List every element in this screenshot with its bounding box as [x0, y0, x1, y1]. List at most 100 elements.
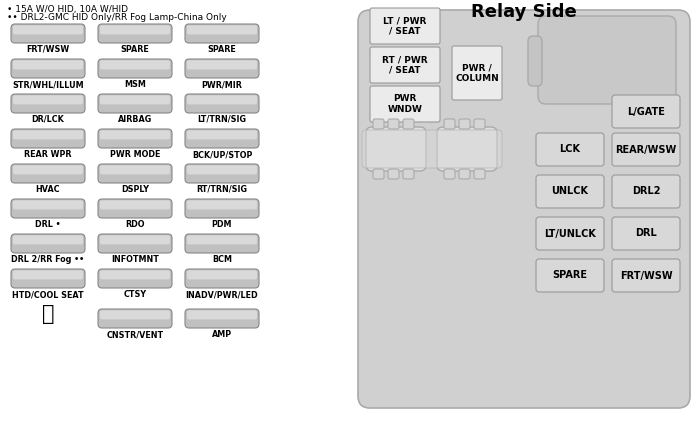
FancyBboxPatch shape	[13, 165, 83, 174]
FancyBboxPatch shape	[11, 164, 85, 183]
FancyBboxPatch shape	[187, 235, 257, 245]
FancyBboxPatch shape	[98, 59, 172, 78]
FancyBboxPatch shape	[100, 310, 170, 320]
FancyBboxPatch shape	[612, 175, 680, 208]
Text: DRL2: DRL2	[631, 187, 660, 197]
FancyBboxPatch shape	[98, 234, 172, 253]
Text: DRL 2/RR Fog ••: DRL 2/RR Fog ••	[11, 255, 85, 264]
FancyBboxPatch shape	[373, 119, 384, 129]
FancyBboxPatch shape	[185, 309, 259, 328]
FancyBboxPatch shape	[370, 86, 440, 122]
FancyBboxPatch shape	[100, 235, 170, 245]
Text: STR/WHL/ILLUM: STR/WHL/ILLUM	[12, 80, 84, 89]
FancyBboxPatch shape	[13, 200, 83, 209]
FancyBboxPatch shape	[13, 60, 83, 69]
FancyBboxPatch shape	[358, 10, 690, 408]
Text: REAR WPR: REAR WPR	[25, 150, 71, 159]
Text: HTD/COOL SEAT: HTD/COOL SEAT	[12, 290, 84, 299]
FancyBboxPatch shape	[98, 129, 172, 148]
FancyBboxPatch shape	[187, 25, 257, 34]
Text: BCK/UP/STOP: BCK/UP/STOP	[192, 150, 252, 159]
FancyBboxPatch shape	[388, 169, 399, 179]
Text: LT/UNLCK: LT/UNLCK	[544, 228, 596, 238]
FancyBboxPatch shape	[459, 169, 470, 179]
Text: LT/TRN/SIG: LT/TRN/SIG	[197, 115, 246, 124]
FancyBboxPatch shape	[612, 259, 680, 292]
Text: PWR/MIR: PWR/MIR	[202, 80, 242, 89]
Text: SPARE: SPARE	[120, 45, 149, 54]
Text: DR/LCK: DR/LCK	[32, 115, 64, 124]
FancyBboxPatch shape	[474, 169, 485, 179]
FancyBboxPatch shape	[452, 46, 502, 100]
FancyBboxPatch shape	[187, 130, 257, 140]
Text: MSM: MSM	[124, 80, 146, 89]
Text: CTSY: CTSY	[123, 290, 146, 299]
FancyBboxPatch shape	[538, 16, 676, 104]
FancyBboxPatch shape	[11, 269, 85, 288]
Text: BCM: BCM	[212, 255, 232, 264]
Text: INADV/PWR/LED: INADV/PWR/LED	[186, 290, 258, 299]
FancyBboxPatch shape	[100, 130, 170, 140]
Text: Relay Side: Relay Side	[471, 3, 577, 21]
FancyBboxPatch shape	[370, 8, 440, 44]
Text: CNSTR/VENT: CNSTR/VENT	[106, 330, 164, 339]
FancyBboxPatch shape	[612, 95, 680, 128]
Text: REAR/WSW: REAR/WSW	[615, 144, 677, 154]
Text: PWR
WNDW: PWR WNDW	[388, 94, 422, 114]
FancyBboxPatch shape	[100, 200, 170, 209]
FancyBboxPatch shape	[187, 165, 257, 174]
FancyBboxPatch shape	[13, 130, 83, 140]
Text: HVAC: HVAC	[36, 185, 60, 194]
Text: FRT/WSW: FRT/WSW	[620, 270, 672, 280]
FancyBboxPatch shape	[185, 24, 259, 43]
FancyBboxPatch shape	[187, 95, 257, 105]
Text: DRL: DRL	[635, 228, 657, 238]
FancyBboxPatch shape	[13, 270, 83, 279]
Text: LCK: LCK	[559, 144, 580, 154]
FancyBboxPatch shape	[536, 175, 604, 208]
FancyBboxPatch shape	[13, 95, 83, 105]
Text: AIRBAG: AIRBAG	[118, 115, 152, 124]
FancyBboxPatch shape	[187, 270, 257, 279]
Text: •• DRL2-GMC HID Only/RR Fog Lamp-China Only: •• DRL2-GMC HID Only/RR Fog Lamp-China O…	[7, 13, 227, 22]
FancyBboxPatch shape	[98, 199, 172, 218]
FancyBboxPatch shape	[388, 119, 399, 129]
FancyBboxPatch shape	[100, 60, 170, 69]
FancyBboxPatch shape	[459, 119, 470, 129]
Text: PWR /
COLUMN: PWR / COLUMN	[455, 63, 499, 83]
Text: LT / PWR
/ SEAT: LT / PWR / SEAT	[384, 16, 427, 36]
FancyBboxPatch shape	[100, 95, 170, 105]
FancyBboxPatch shape	[185, 164, 259, 183]
FancyBboxPatch shape	[185, 59, 259, 78]
Text: FRT/WSW: FRT/WSW	[27, 45, 69, 54]
FancyBboxPatch shape	[11, 59, 85, 78]
FancyBboxPatch shape	[11, 24, 85, 43]
Text: DRL •: DRL •	[35, 220, 61, 229]
Text: INFOTMNT: INFOTMNT	[111, 255, 159, 264]
FancyBboxPatch shape	[11, 199, 85, 218]
FancyBboxPatch shape	[362, 130, 502, 168]
FancyBboxPatch shape	[403, 119, 414, 129]
FancyBboxPatch shape	[187, 310, 257, 320]
FancyBboxPatch shape	[98, 309, 172, 328]
FancyBboxPatch shape	[612, 217, 680, 250]
FancyBboxPatch shape	[528, 36, 542, 86]
Text: 📖: 📖	[42, 304, 55, 324]
FancyBboxPatch shape	[187, 200, 257, 209]
Text: PDM: PDM	[211, 220, 232, 229]
Text: RT/TRN/SIG: RT/TRN/SIG	[197, 185, 248, 194]
Text: RT / PWR
/ SEAT: RT / PWR / SEAT	[382, 55, 428, 75]
Text: AMP: AMP	[212, 330, 232, 339]
Text: DSPLY: DSPLY	[121, 185, 149, 194]
FancyBboxPatch shape	[370, 47, 440, 83]
FancyBboxPatch shape	[185, 94, 259, 113]
FancyBboxPatch shape	[366, 127, 426, 171]
FancyBboxPatch shape	[100, 165, 170, 174]
FancyBboxPatch shape	[98, 94, 172, 113]
FancyBboxPatch shape	[444, 119, 455, 129]
FancyBboxPatch shape	[536, 133, 604, 166]
FancyBboxPatch shape	[187, 60, 257, 69]
Text: L/GATE: L/GATE	[627, 106, 665, 116]
FancyBboxPatch shape	[403, 169, 414, 179]
FancyBboxPatch shape	[185, 234, 259, 253]
